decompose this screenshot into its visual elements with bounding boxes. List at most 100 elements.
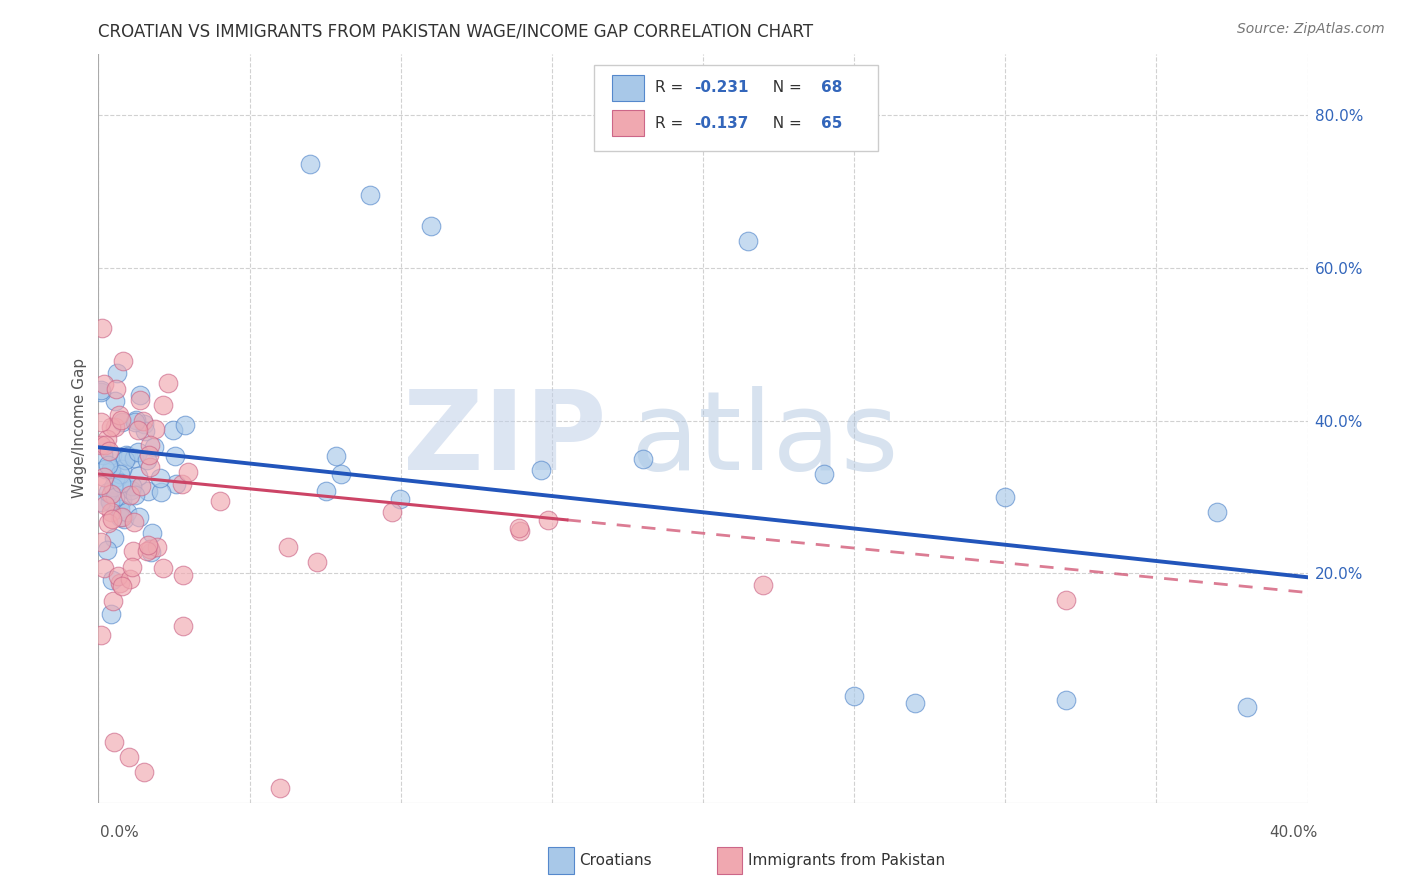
Point — [360, 188, 382, 202]
Point — [388, 492, 411, 507]
Point — [90, 628, 112, 642]
Point — [537, 513, 560, 527]
Point — [173, 418, 195, 433]
Point — [325, 449, 347, 463]
Point — [104, 382, 127, 396]
Point — [139, 545, 162, 559]
Point — [97, 516, 120, 531]
Point — [90, 438, 112, 452]
Text: N =: N = — [763, 116, 807, 131]
Point — [90, 495, 112, 509]
Point — [508, 520, 530, 534]
Point — [136, 538, 159, 552]
Text: R =: R = — [655, 80, 688, 95]
Text: ZIP: ZIP — [404, 386, 606, 493]
Point — [101, 512, 124, 526]
Point — [94, 498, 117, 512]
Point — [631, 451, 654, 466]
Point — [120, 488, 142, 502]
Point — [124, 415, 146, 429]
Point — [156, 376, 179, 390]
Point — [1054, 692, 1077, 706]
Point — [152, 398, 174, 412]
Point — [138, 448, 160, 462]
Point — [305, 555, 328, 569]
Point — [100, 448, 122, 462]
Point — [122, 515, 145, 529]
Point — [994, 490, 1017, 504]
Point — [813, 467, 835, 481]
Point — [136, 544, 159, 558]
Point — [100, 420, 122, 434]
Point — [844, 689, 866, 703]
Point — [96, 432, 118, 446]
Point — [128, 510, 150, 524]
Point — [121, 560, 143, 574]
Point — [136, 453, 159, 467]
Point — [90, 534, 112, 549]
Point — [91, 321, 114, 335]
Point — [101, 594, 124, 608]
Point — [100, 495, 122, 509]
Point — [100, 487, 122, 501]
Point — [100, 494, 122, 508]
Point — [93, 560, 115, 574]
Point — [103, 531, 125, 545]
Point — [315, 483, 337, 498]
Point — [127, 445, 149, 459]
Point — [108, 510, 131, 524]
Point — [132, 765, 155, 780]
Point — [115, 448, 138, 462]
Point — [165, 477, 187, 491]
Point — [110, 413, 132, 427]
Point — [104, 394, 127, 409]
Point — [111, 578, 134, 592]
Point — [120, 572, 142, 586]
Point — [117, 505, 139, 519]
Point — [107, 409, 129, 423]
Point — [93, 469, 115, 483]
Point — [110, 475, 132, 490]
Point — [110, 492, 132, 507]
Point — [269, 780, 291, 795]
Point — [103, 471, 125, 485]
Text: 40.0%: 40.0% — [1270, 825, 1317, 840]
Point — [127, 423, 149, 437]
Point — [108, 467, 131, 481]
Point — [104, 420, 127, 434]
Point — [299, 157, 322, 171]
Point — [111, 462, 134, 476]
Point — [737, 234, 759, 248]
Text: N =: N = — [763, 80, 807, 95]
Point — [97, 458, 120, 472]
Point — [143, 422, 166, 436]
Point — [752, 578, 775, 592]
Y-axis label: Wage/Income Gap: Wage/Income Gap — [72, 358, 87, 499]
Point — [139, 437, 162, 451]
Point — [132, 417, 155, 432]
Point — [114, 512, 136, 526]
Point — [904, 697, 927, 711]
Bar — [613, 75, 644, 101]
Text: 68: 68 — [821, 80, 842, 95]
Point — [127, 469, 149, 483]
Point — [129, 388, 152, 402]
Point — [111, 510, 134, 524]
Point — [149, 471, 172, 485]
Point — [209, 493, 232, 508]
Point — [100, 462, 122, 476]
Point — [98, 443, 121, 458]
Point — [381, 505, 404, 519]
Point — [277, 540, 299, 554]
Point — [120, 483, 142, 497]
Point — [131, 414, 153, 428]
Point — [97, 484, 120, 499]
Point — [163, 450, 186, 464]
Point — [94, 462, 117, 476]
Point — [90, 478, 112, 492]
Point — [118, 750, 141, 764]
Text: Immigrants from Pakistan: Immigrants from Pakistan — [748, 854, 945, 868]
Point — [139, 459, 162, 474]
Text: Source: ZipAtlas.com: Source: ZipAtlas.com — [1237, 22, 1385, 37]
Point — [1206, 505, 1229, 519]
